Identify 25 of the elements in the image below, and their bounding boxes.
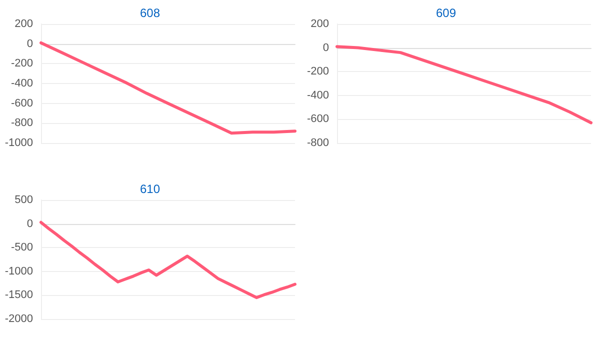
chart-title: 609 [436, 6, 456, 20]
y-tick-label: 0 [26, 218, 33, 230]
y-tick-label: -400 [10, 78, 33, 90]
chart-title: 608 [140, 6, 160, 20]
y-tick-label: -800 [306, 137, 329, 149]
y-tick-label: -2000 [4, 313, 33, 325]
y-tick-label: -200 [306, 66, 329, 78]
y-tick-label: -1000 [4, 265, 33, 278]
y-tick-label: -1500 [4, 289, 33, 302]
y-tick-label: 200 [310, 18, 329, 30]
y-tick-label: 0 [322, 42, 329, 54]
y-tick-label: -800 [10, 117, 33, 130]
line-series [40, 220, 296, 300]
line-series [40, 41, 296, 135]
y-tick-label: -400 [306, 89, 329, 102]
line-series [336, 45, 592, 124]
y-tick-label: -600 [10, 97, 33, 110]
y-tick-label: -200 [10, 58, 33, 70]
y-tick-label: 0 [26, 38, 33, 50]
y-tick-label: 200 [14, 18, 33, 30]
y-tick-label: -600 [306, 113, 329, 126]
y-tick-label: 500 [14, 194, 33, 206]
y-tick-label: -1000 [4, 137, 33, 149]
chart-title: 610 [140, 182, 160, 196]
y-tick-label: -500 [10, 242, 33, 254]
